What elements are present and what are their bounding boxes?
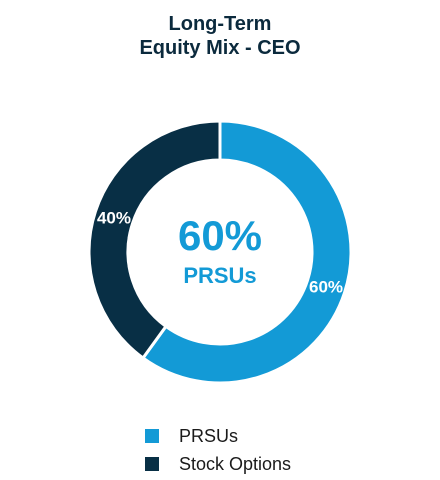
legend: PRSUs Stock Options xyxy=(145,424,291,480)
slice-stock-options xyxy=(87,119,222,361)
chart-title: Long-Term Equity Mix - CEO xyxy=(0,12,440,60)
legend-item-stock-options: Stock Options xyxy=(145,452,291,476)
legend-item-prsus: PRSUs xyxy=(145,424,291,448)
slice-prsus xyxy=(140,119,353,385)
chart-title-line-2: Equity Mix - CEO xyxy=(139,37,301,59)
legend-label-stock-options: Stock Options xyxy=(179,453,292,474)
donut-chart: 60% PRSUs 60% 40% xyxy=(87,119,353,385)
center-label: PRSUs xyxy=(183,263,256,288)
chart-title-line-1: Long-Term xyxy=(168,13,272,35)
legend-swatch-stock-options xyxy=(145,457,159,471)
center-value: 60% xyxy=(178,212,262,259)
legend-swatch-prsus xyxy=(145,429,159,443)
legend-label-prsus: PRSUs xyxy=(179,425,239,446)
slice-label-prsus: 60% xyxy=(309,277,343,296)
slice-label-stock-options: 40% xyxy=(97,209,131,228)
